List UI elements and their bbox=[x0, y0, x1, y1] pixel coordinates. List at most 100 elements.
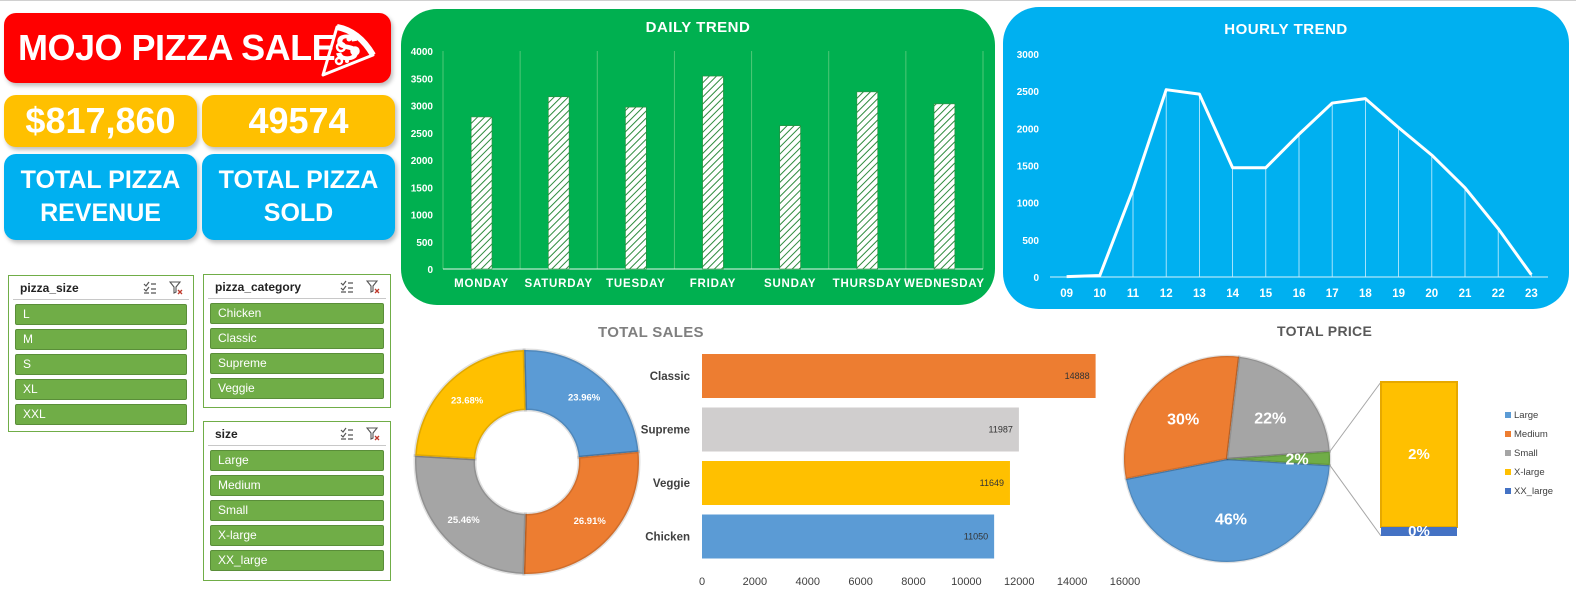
clear-filter-icon[interactable] bbox=[366, 279, 380, 294]
slicer-item-xl[interactable]: XL bbox=[15, 379, 187, 400]
daily-y-tick: 2500 bbox=[411, 129, 434, 140]
daily-x-label-sunday: SUNDAY bbox=[764, 278, 816, 290]
hourly-x-label-13: 13 bbox=[1193, 288, 1206, 300]
slicer-pizza-category: pizza_category Chicken Classic Supreme V… bbox=[203, 274, 391, 408]
hourly-series-line bbox=[1066, 88, 1533, 279]
slicer-item-xxl[interactable]: XXL bbox=[15, 404, 187, 425]
hourly-x-label-23: 23 bbox=[1525, 288, 1538, 300]
donut-slice-border-classic bbox=[522, 450, 641, 576]
slicer-item-supreme[interactable]: Supreme bbox=[210, 353, 384, 374]
sales-bar-classic bbox=[702, 354, 1096, 398]
slicer-item-classic[interactable]: Classic bbox=[210, 328, 384, 349]
price-slice-small bbox=[1225, 355, 1332, 461]
daily-y-tick: 0 bbox=[427, 265, 433, 276]
price-legend-swatch-small bbox=[1505, 450, 1511, 456]
sales-category-label-supreme: Supreme bbox=[641, 425, 690, 437]
sales-category-label-classic: Classic bbox=[650, 371, 691, 383]
donut-slice-classic bbox=[523, 451, 639, 574]
daily-bar-sunday bbox=[779, 125, 801, 270]
sales-x-tick: 6000 bbox=[848, 576, 872, 588]
slicer-item-medium[interactable]: Medium bbox=[210, 475, 384, 496]
price-secondary-bar-xx-large bbox=[1381, 527, 1457, 536]
hourly-x-label-19: 19 bbox=[1392, 288, 1405, 300]
daily-x-label-saturday: SATURDAY bbox=[525, 278, 593, 290]
price-connector-top bbox=[1329, 381, 1382, 452]
sales-bar-chicken bbox=[702, 514, 995, 559]
multi-select-icon[interactable] bbox=[143, 281, 157, 295]
daily-bar-friday bbox=[702, 75, 724, 270]
price-legend-label-x-large: X-large bbox=[1514, 467, 1545, 478]
price-slice-medium bbox=[1122, 354, 1241, 481]
hourly-x-label-18: 18 bbox=[1359, 288, 1372, 300]
daily-y-tick: 4000 bbox=[411, 47, 434, 58]
daily-y-tick: 1000 bbox=[411, 211, 434, 222]
donut-slice-chicken bbox=[524, 350, 639, 458]
daily-y-tick: 2000 bbox=[411, 156, 434, 167]
sales-x-tick: 16000 bbox=[1110, 576, 1141, 588]
price-label-large: 46% bbox=[1215, 512, 1247, 529]
price-legend-swatch-large bbox=[1505, 412, 1511, 418]
clear-filter-icon[interactable] bbox=[169, 280, 183, 295]
daily-x-label-tuesday: TUESDAY bbox=[606, 278, 666, 290]
multi-select-icon[interactable] bbox=[340, 280, 354, 294]
donut-label-chicken: 23.96% bbox=[568, 393, 601, 404]
sales-bar-veggie bbox=[702, 461, 1010, 505]
hourly-x-label-16: 16 bbox=[1293, 288, 1306, 300]
slicer-size: size Large Medium Small X-large XX_large bbox=[203, 421, 391, 581]
hourly-y-tick: 0 bbox=[1033, 273, 1039, 284]
total-price-title: TOTAL PRICE bbox=[1277, 323, 1373, 339]
price-label-medium: 30% bbox=[1167, 411, 1199, 428]
daily-x-label-wednesday: WEDNESDAY bbox=[904, 278, 985, 290]
price-secondary-label-xx-large: 0% bbox=[1408, 523, 1430, 540]
hourly-x-label-14: 14 bbox=[1226, 288, 1239, 300]
sales-category-label-chicken: Chicken bbox=[645, 532, 690, 544]
daily-y-tick: 1500 bbox=[411, 183, 434, 194]
slicer-item-large[interactable]: Large bbox=[210, 450, 384, 471]
hourly-y-tick: 2000 bbox=[1017, 124, 1040, 135]
multi-select-icon[interactable] bbox=[340, 427, 354, 441]
hourly-y-tick: 500 bbox=[1022, 236, 1039, 247]
clear-filter-icon[interactable] bbox=[366, 426, 380, 441]
slicer-item-veggie[interactable]: Veggie bbox=[210, 378, 384, 399]
slicer-title: size bbox=[215, 426, 238, 441]
price-slice-x-large bbox=[1226, 450, 1332, 467]
total-sales-bar-chart: Classic 14888 Supreme 11987 Veggie 11649 Chick… bbox=[641, 354, 1141, 588]
donut-slice-border-chicken bbox=[522, 348, 641, 459]
sales-x-tick: 8000 bbox=[901, 576, 925, 588]
total-revenue-value: $817,860 bbox=[4, 95, 197, 147]
sales-bar-supreme bbox=[702, 407, 1019, 452]
donut-label-supreme: 25.46% bbox=[448, 515, 481, 526]
hourly-x-label-10: 10 bbox=[1093, 288, 1106, 300]
sales-value-label-veggie: 11649 bbox=[980, 478, 1004, 488]
price-secondary-label-x-large: 2% bbox=[1408, 446, 1430, 463]
slicer-item-s[interactable]: S bbox=[15, 354, 187, 375]
slicer-item-xx-large[interactable]: XX_large bbox=[210, 550, 384, 571]
price-connector-bottom bbox=[1329, 464, 1382, 537]
slicer-item-chicken[interactable]: Chicken bbox=[210, 303, 384, 324]
slicer-title: pizza_category bbox=[215, 279, 302, 294]
slicer-item-small[interactable]: Small bbox=[210, 500, 384, 521]
slicer-item-l[interactable]: L bbox=[15, 304, 187, 325]
daily-y-tick: 3000 bbox=[411, 102, 434, 113]
slicer-title: pizza_size bbox=[20, 280, 79, 295]
hourly-y-tick: 1500 bbox=[1017, 162, 1040, 173]
sales-category-label-veggie: Veggie bbox=[653, 478, 690, 490]
total-price-pie-chart: 46% 30% 22% 2% 2% 0% Large Medium Small X-large XX… bbox=[1122, 354, 1553, 564]
hourly-x-label-22: 22 bbox=[1492, 288, 1505, 300]
price-label-small: 22% bbox=[1254, 411, 1286, 428]
daily-y-tick: 3500 bbox=[411, 74, 434, 85]
total-sales-donut-chart: 23.96% 26.91% 25.46% 23.68% bbox=[413, 348, 641, 576]
sales-x-tick: 2000 bbox=[743, 576, 767, 588]
slicer-item-m[interactable]: M bbox=[15, 329, 187, 350]
daily-trend-title: DAILY TREND bbox=[645, 19, 751, 36]
slicer-item-x-large[interactable]: X-large bbox=[210, 525, 384, 546]
price-slice-large bbox=[1124, 457, 1332, 564]
donut-label-veggie: 23.68% bbox=[451, 395, 484, 406]
daily-x-label-monday: MONDAY bbox=[454, 278, 509, 290]
price-legend-label-large: Large bbox=[1514, 410, 1538, 421]
daily-x-label-thursday: THURSDAY bbox=[833, 278, 902, 290]
donut-label-classic: 26.91% bbox=[574, 516, 607, 527]
pizza-slice-icon bbox=[321, 24, 376, 77]
price-legend-swatch-xx-large bbox=[1505, 488, 1511, 494]
slicer-header: pizza_size bbox=[13, 276, 189, 300]
